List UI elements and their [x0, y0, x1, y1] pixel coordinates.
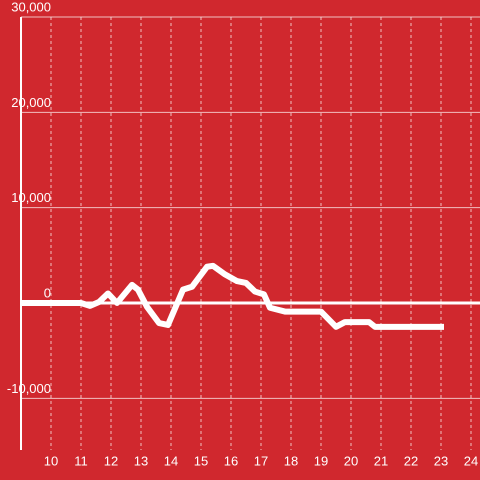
x-tick-label: 10: [44, 453, 58, 468]
x-tick-label: 13: [134, 453, 148, 468]
y-tick-label: 10,000: [11, 190, 51, 205]
x-tick-label: 15: [194, 453, 208, 468]
x-tick-label: 14: [164, 453, 178, 468]
y-tick-label: -10,000: [7, 381, 51, 396]
y-tick-label: 30,000: [11, 0, 51, 14]
x-tick-label: 12: [104, 453, 118, 468]
x-tick-label: 20: [344, 453, 358, 468]
y-tick-label: 0: [44, 285, 51, 300]
x-tick-label: 24: [464, 453, 478, 468]
x-tick-label: 17: [254, 453, 268, 468]
line: [21, 262, 444, 330]
x-tick-label: 18: [284, 453, 298, 468]
x-tick-label: 22: [404, 453, 418, 468]
x-tick-label: 23: [434, 453, 448, 468]
x-tick-label: 16: [224, 453, 238, 468]
x-tick-label: 21: [374, 453, 388, 468]
x-tick-label: 11: [74, 453, 88, 468]
y-tick-label: 20,000: [11, 95, 51, 110]
x-tick-label: 19: [314, 453, 328, 468]
